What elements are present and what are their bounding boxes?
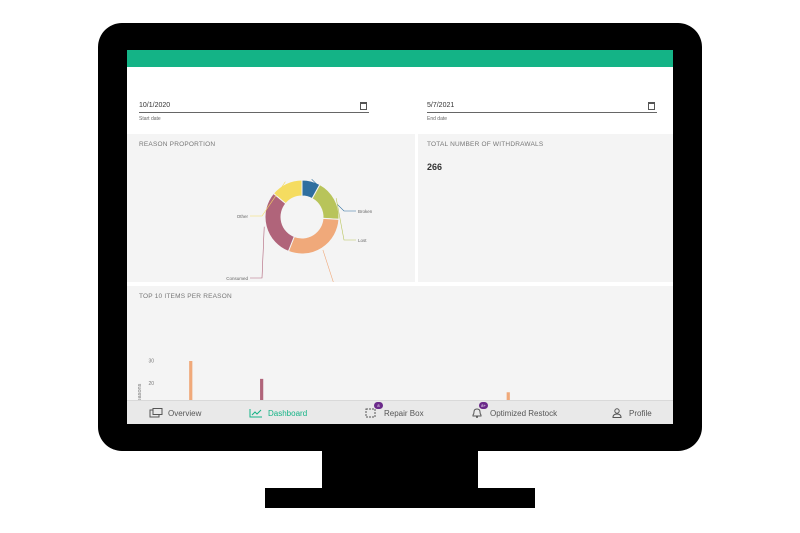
app-header-bar [127,50,673,67]
end-date-input[interactable]: 5/7/2021 [427,102,657,113]
donut-label: Lost [358,238,367,243]
withdrawals-title: TOTAL NUMBER OF WITHDRAWALS [427,141,544,148]
end-date-field[interactable]: 5/7/2021 End date [427,102,657,122]
y-tick-label: 30 [148,359,154,365]
optimized-restock-badge: 8+ [479,402,488,409]
bar-bh111r-inventory-check[interactable] [189,361,193,400]
tab-profile[interactable]: Profile [612,401,652,424]
chart-line-icon [249,409,262,418]
start-date-label: Start date [139,116,161,122]
y-tick-label: 20 [148,381,154,387]
tab-optimized-restock-label: Optimized Restock [490,408,558,418]
donut-label: Broken [358,209,373,214]
top-items-bar-chart: 0102030ReasonsBH111RBH106RBH146RBC361RBH… [137,359,510,400]
start-date-input[interactable]: 10/1/2020 [139,102,369,113]
start-date-value: 10/1/2020 [139,102,171,109]
overview-icon [149,408,163,418]
tab-overview[interactable]: Overview [149,401,201,424]
end-date-value: 5/7/2021 [427,102,455,109]
calendar-icon[interactable] [648,102,655,110]
start-date-field[interactable]: 10/1/2020 Start date [139,102,369,122]
top-items-panel [127,286,673,400]
repair-box-badge: 8 [374,402,383,409]
bar-bh106r-consumed[interactable] [260,378,264,400]
donut-label: Other [237,214,249,219]
donut-slice-other[interactable] [272,179,303,205]
withdrawals-panel [418,134,673,282]
reason-proportion-title: REASON PROPORTION [139,141,216,148]
donut-leader-line [335,198,356,241]
donut-slice-inventory-check[interactable] [287,217,340,255]
donut-leader-line [250,181,286,217]
donut-label: Consumed [226,276,248,281]
calendar-icon[interactable] [360,102,367,110]
tab-dashboard-label: Dashboard [268,408,308,418]
tab-dashboard[interactable]: Dashboard [249,401,307,424]
tab-repair-box[interactable]: Repair Box 8 [365,401,424,424]
bottom-tab-bar: Overview Dashboard Repair Box 8 Optimize… [127,400,673,424]
bar-bb073r-inventory-check[interactable] [506,392,510,400]
app-screen: 10/1/2020 Start date 5/7/2021 End date R… [127,50,673,424]
tab-profile-label: Profile [629,408,652,418]
monitor-stand-base [265,488,535,508]
end-date-label: End date [427,116,448,122]
person-icon [612,408,622,418]
tab-optimized-restock[interactable]: Optimized Restock 8+ [471,401,557,424]
donut-leader-line [322,249,334,282]
donut-leader-line [250,226,265,279]
monitor-stand-neck [322,448,478,490]
donut-slice-consumed[interactable] [264,192,295,253]
tab-repair-box-label: Repair Box [384,408,424,418]
tab-overview-label: Overview [168,408,202,418]
withdrawals-total: 266 [427,162,443,172]
repair-box-icon [365,408,376,418]
bell-icon [472,408,482,418]
y-axis-label: Reasons [137,383,143,400]
reason-donut-chart: BrokenLostInventory CheckConsumedOther [226,179,373,282]
top-items-title: TOP 10 ITEMS PER REASON [139,293,232,300]
